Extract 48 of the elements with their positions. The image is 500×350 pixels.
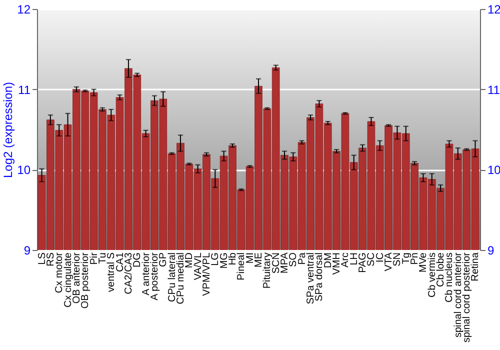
x-tick-label: Pir bbox=[88, 252, 100, 265]
x-tick-label: CA2/CA3 bbox=[123, 252, 134, 294]
y-tick-label: 11 bbox=[18, 82, 31, 97]
x-tick-label: DG bbox=[132, 252, 144, 268]
x-tick-label: CA1 bbox=[114, 252, 126, 272]
x-tick-label: Pa bbox=[296, 252, 308, 265]
y-tick-label: 10 bbox=[17, 163, 31, 178]
x-tick-label: MI bbox=[244, 252, 256, 264]
x-tick-label: OB posterior bbox=[80, 252, 92, 309]
x-tick-label: spinal cord anterior bbox=[452, 252, 464, 338]
x-tick-label: ME bbox=[254, 252, 264, 268]
x-tick-label: SN bbox=[392, 252, 404, 266]
x-tick-label: GP bbox=[158, 252, 170, 267]
x-tick-label: LS bbox=[36, 252, 48, 265]
x-tick-label: A posterior bbox=[149, 252, 160, 300]
x-tick-label: SO bbox=[288, 252, 300, 267]
y2-tick-label: 11 bbox=[488, 82, 500, 97]
x-tick-label: Cb nucleus bbox=[444, 252, 456, 303]
y2-tick-label: 9 bbox=[488, 244, 494, 258]
x-tick-label: CPu medial bbox=[175, 252, 186, 304]
x-tick-label: OB anterior bbox=[71, 252, 82, 304]
x-tick-label: IC bbox=[374, 252, 386, 262]
x-tick-label: SCN bbox=[270, 252, 282, 274]
y-axis-title: Log2 (expression) bbox=[1, 82, 16, 178]
y2-tick-label: 12 bbox=[488, 2, 500, 16]
x-tick-label: RS bbox=[45, 252, 56, 266]
x-tick-label: SC bbox=[366, 252, 378, 266]
x-tick-label: Cx cingulate bbox=[62, 252, 74, 308]
x-tick-label: Tu bbox=[97, 252, 108, 264]
x-tick-label: Hb bbox=[227, 252, 238, 266]
x-tick-label: LH bbox=[348, 252, 360, 266]
y2-tick-label: 10 bbox=[488, 163, 500, 178]
x-tick-label: ventral S bbox=[106, 252, 118, 292]
x-tick-label: LG bbox=[210, 252, 222, 266]
x-tick-label: DM bbox=[322, 252, 334, 268]
x-tick-label: Tg bbox=[400, 252, 412, 264]
y-tick-label: 9 bbox=[24, 244, 31, 258]
x-tick-label: Arc bbox=[340, 252, 352, 268]
x-tick-label: Pineal bbox=[236, 252, 248, 280]
y-tick-label: 12 bbox=[17, 2, 31, 16]
x-tick-label: Retina bbox=[470, 252, 482, 282]
x-tick-label: VPM/VPL bbox=[201, 252, 212, 296]
x-tick-label: MVe bbox=[418, 252, 430, 273]
x-tick-label: Cb vermis bbox=[426, 252, 438, 298]
x-tick-label: Pituitary bbox=[262, 252, 274, 289]
x-tick-label: SPa dorsal bbox=[314, 252, 326, 302]
x-tick-label: spinal cord posterior bbox=[462, 252, 473, 343]
x-tick-label: A anterior bbox=[140, 252, 152, 296]
